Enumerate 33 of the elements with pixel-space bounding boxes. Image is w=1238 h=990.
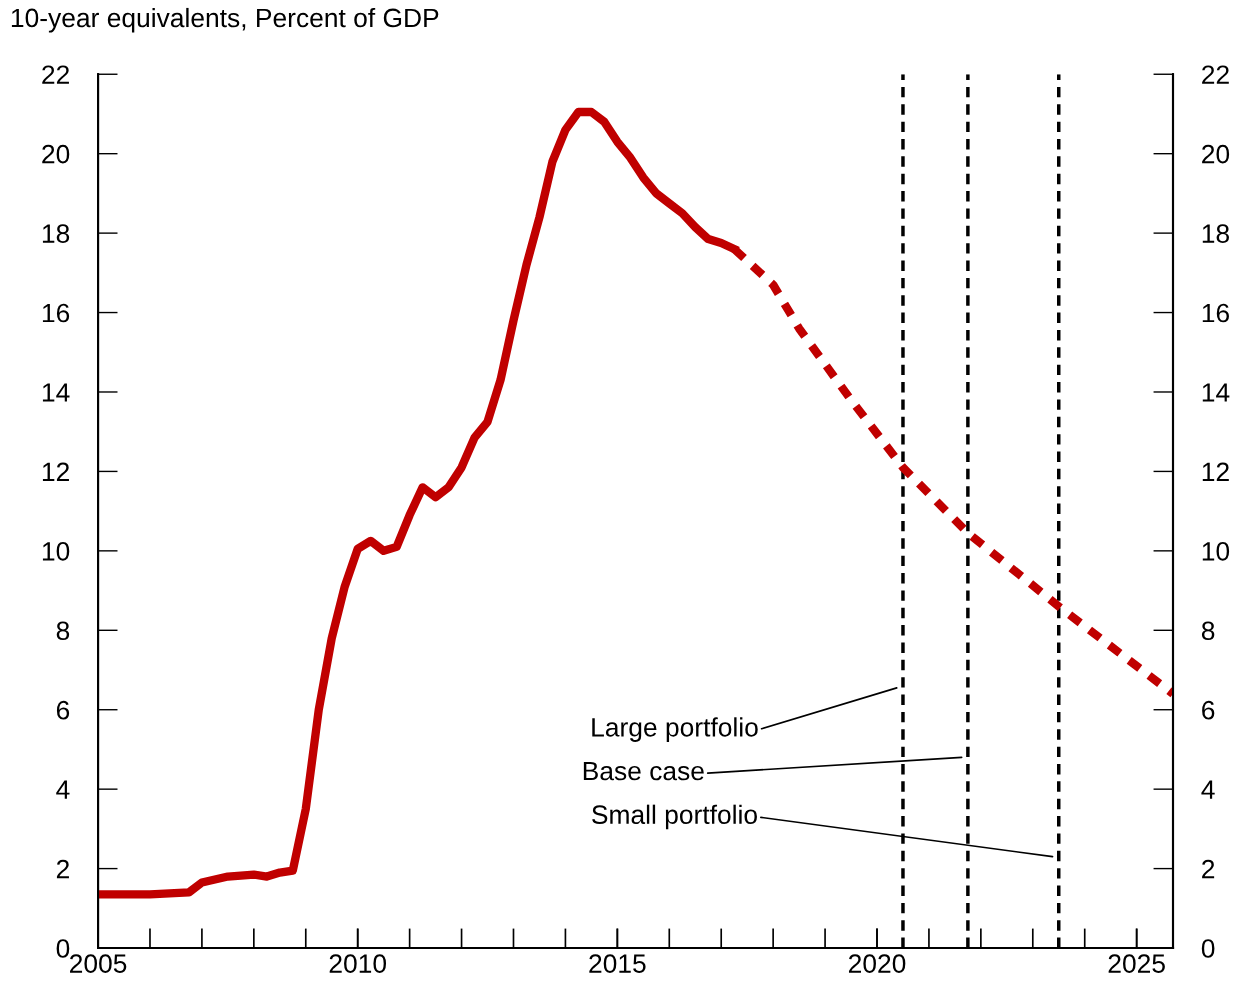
x-tick-label: 2015 — [589, 954, 646, 973]
ref-line-label: Large portfolio — [592, 717, 758, 742]
x-tick-label: 2010 — [329, 954, 387, 973]
y-tick-label: 6 — [56, 700, 70, 720]
y-tick-label: 8 — [56, 621, 70, 641]
y-tick-label: 0 — [56, 939, 70, 958]
y2-tick-label: 8 — [1201, 621, 1215, 641]
ref-line-label: Small portfolio — [592, 804, 757, 830]
y-axis-title: 10-year equivalents, Percent of GDP — [11, 7, 439, 33]
y-tick-label: 10 — [42, 541, 70, 561]
y-tick-label: 2 — [56, 859, 69, 879]
y-tick-label: 12 — [42, 462, 69, 481]
y2-tick-label: 22 — [1202, 65, 1229, 84]
y-tick-label: 20 — [42, 144, 70, 164]
y2-tick-label: 6 — [1202, 700, 1215, 720]
y2-tick-label: 18 — [1202, 224, 1229, 243]
y2-tick-label: 4 — [1201, 780, 1215, 799]
y-tick-label: 22 — [42, 65, 69, 84]
y2-tick-label: 14 — [1202, 383, 1230, 402]
y2-tick-label: 12 — [1202, 462, 1229, 481]
ref-line-label: Base case — [583, 761, 704, 781]
y2-tick-label: 2 — [1202, 859, 1215, 879]
y-tick-label: 18 — [42, 224, 70, 243]
y-tick-label: 4 — [56, 780, 70, 799]
x-tick-label: 2025 — [1108, 954, 1165, 973]
y-tick-label: 14 — [42, 383, 70, 402]
y2-tick-label: 16 — [1202, 303, 1229, 323]
x-tick-label: 2020 — [848, 954, 906, 973]
y2-tick-label: 0 — [1201, 939, 1215, 958]
y2-tick-label: 10 — [1202, 541, 1230, 561]
y-tick-label: 16 — [42, 303, 70, 323]
x-tick-label: 2005 — [70, 954, 127, 973]
y2-tick-label: 20 — [1202, 144, 1230, 164]
